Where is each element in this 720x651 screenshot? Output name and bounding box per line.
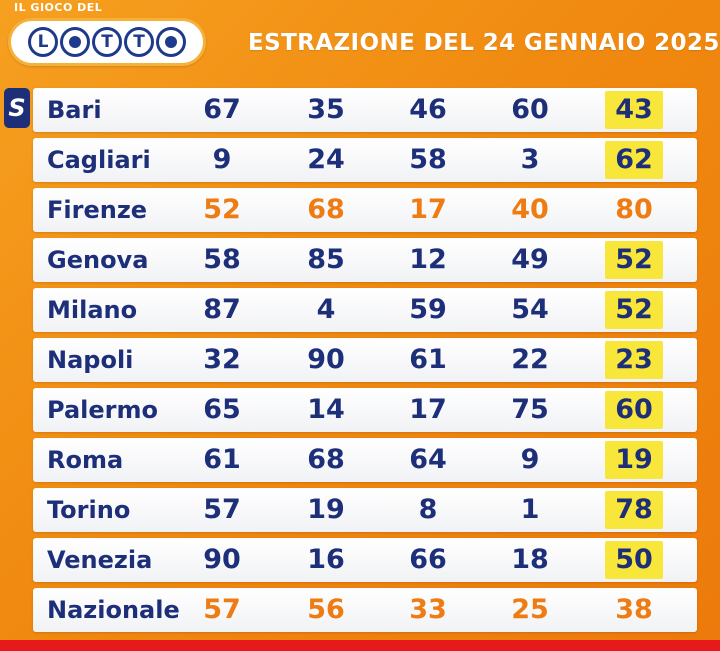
logo-ball-icon xyxy=(156,27,186,57)
wheel-row-milano: Milano 87 4 59 54 52 xyxy=(33,288,697,332)
drawn-number: 90 xyxy=(307,344,345,375)
drawn-number: 49 xyxy=(511,244,549,275)
drawn-number: 64 xyxy=(409,444,447,475)
drawn-number: 25 xyxy=(511,594,549,625)
wheel-row-nazionale: Nazionale 57 56 33 25 38 xyxy=(33,588,697,632)
drawn-number: 60 xyxy=(615,394,653,425)
drawn-number: 61 xyxy=(409,344,447,375)
drawn-number: 68 xyxy=(307,444,345,475)
drawn-number: 52 xyxy=(615,294,653,325)
drawn-number: 12 xyxy=(409,244,447,275)
drawn-number: 65 xyxy=(203,394,241,425)
draw-title: ESTRAZIONE DEL 24 GENNAIO 2025 xyxy=(248,30,720,56)
drawn-number: 24 xyxy=(307,144,345,175)
logo-letter-l: L xyxy=(28,27,58,57)
drawn-number: 14 xyxy=(307,394,345,425)
drawn-number: 19 xyxy=(307,494,345,525)
logo-caption: IL GIOCO DEL xyxy=(14,1,103,14)
drawn-number: 78 xyxy=(615,494,653,525)
drawn-number: 9 xyxy=(212,144,232,175)
wheel-name: Firenze xyxy=(47,196,148,224)
drawn-number: 23 xyxy=(615,344,653,375)
drawn-number: 75 xyxy=(511,394,549,425)
highlight-cell xyxy=(605,241,663,279)
drawn-number: 57 xyxy=(203,594,241,625)
highlight-cell xyxy=(605,91,663,129)
highlight-cell xyxy=(605,291,663,329)
drawn-number: 8 xyxy=(418,494,438,525)
bottom-bar xyxy=(0,640,720,651)
drawn-number: 67 xyxy=(203,94,241,125)
wheel-name: Genova xyxy=(47,246,149,274)
drawn-number: 52 xyxy=(615,244,653,275)
drawn-number: 18 xyxy=(511,544,549,575)
drawn-number: 35 xyxy=(307,94,345,125)
drawn-number: 17 xyxy=(409,394,447,425)
drawn-number: 90 xyxy=(203,544,241,575)
drawn-number: 66 xyxy=(409,544,447,575)
drawn-number: 32 xyxy=(203,344,241,375)
logo-letter-t1: T xyxy=(92,27,122,57)
drawn-number: 4 xyxy=(316,294,336,325)
highlight-cell xyxy=(605,391,663,429)
wheel-row-venezia: Venezia 90 16 66 18 50 xyxy=(33,538,697,582)
wheel-name: Cagliari xyxy=(47,146,151,174)
drawn-number: 16 xyxy=(307,544,345,575)
wheel-name: Roma xyxy=(47,446,124,474)
drawn-number: 3 xyxy=(520,144,540,175)
drawn-number: 62 xyxy=(615,144,653,175)
wheel-row-cagliari: Cagliari 9 24 58 3 62 xyxy=(33,138,697,182)
wheel-row-genova: Genova 58 85 12 49 52 xyxy=(33,238,697,282)
highlight-cell xyxy=(605,491,663,529)
highlight-cell xyxy=(605,141,663,179)
drawn-number: 22 xyxy=(511,344,549,375)
wheel-row-firenze: Firenze 52 68 17 40 80 xyxy=(33,188,697,232)
highlight-cell xyxy=(605,541,663,579)
wheel-name: Venezia xyxy=(47,546,153,574)
highlight-cell xyxy=(605,341,663,379)
drawn-number: 52 xyxy=(203,194,241,225)
drawn-number: 87 xyxy=(203,294,241,325)
wheel-row-roma: Roma 61 68 64 9 19 xyxy=(33,438,697,482)
wheel-row-napoli: Napoli 32 90 61 22 23 xyxy=(33,338,697,382)
drawn-number: 61 xyxy=(203,444,241,475)
drawn-number: 60 xyxy=(511,94,549,125)
wheel-name: Bari xyxy=(47,96,102,124)
wheel-row-bari: Bari 67 35 46 60 43 xyxy=(33,88,697,132)
drawn-number: 38 xyxy=(615,594,653,625)
lotto-logo: L T T xyxy=(8,18,206,66)
drawn-number: 58 xyxy=(203,244,241,275)
wheel-row-torino: Torino 57 19 8 1 78 xyxy=(33,488,697,532)
logo-letter-t2: T xyxy=(124,27,154,57)
wheel-row-palermo: Palermo 65 14 17 75 60 xyxy=(33,388,697,432)
wheel-name: Nazionale xyxy=(47,596,180,624)
wheel-name: Milano xyxy=(47,296,138,324)
wheel-name: Palermo xyxy=(47,396,158,424)
drawn-number: 9 xyxy=(520,444,540,475)
drawn-number: 68 xyxy=(307,194,345,225)
drawn-number: 54 xyxy=(511,294,549,325)
superenalotto-badge-icon: S xyxy=(4,88,30,128)
drawn-number: 58 xyxy=(409,144,447,175)
drawn-number: 1 xyxy=(520,494,540,525)
drawn-number: 59 xyxy=(409,294,447,325)
drawn-number: 33 xyxy=(409,594,447,625)
drawn-number: 19 xyxy=(615,444,653,475)
header: IL GIOCO DEL L T T ESTRAZIONE DEL 24 GEN… xyxy=(0,0,720,86)
drawn-number: 56 xyxy=(307,594,345,625)
drawn-number: 46 xyxy=(409,94,447,125)
drawn-number: 50 xyxy=(615,544,653,575)
drawn-number: 80 xyxy=(615,194,653,225)
wheel-name: Napoli xyxy=(47,346,134,374)
wheel-name: Torino xyxy=(47,496,131,524)
logo-ball-icon xyxy=(60,27,90,57)
drawn-number: 43 xyxy=(615,94,653,125)
highlight-cell xyxy=(605,441,663,479)
drawn-number: 40 xyxy=(511,194,549,225)
drawn-number: 57 xyxy=(203,494,241,525)
drawn-number: 17 xyxy=(409,194,447,225)
drawn-number: 85 xyxy=(307,244,345,275)
